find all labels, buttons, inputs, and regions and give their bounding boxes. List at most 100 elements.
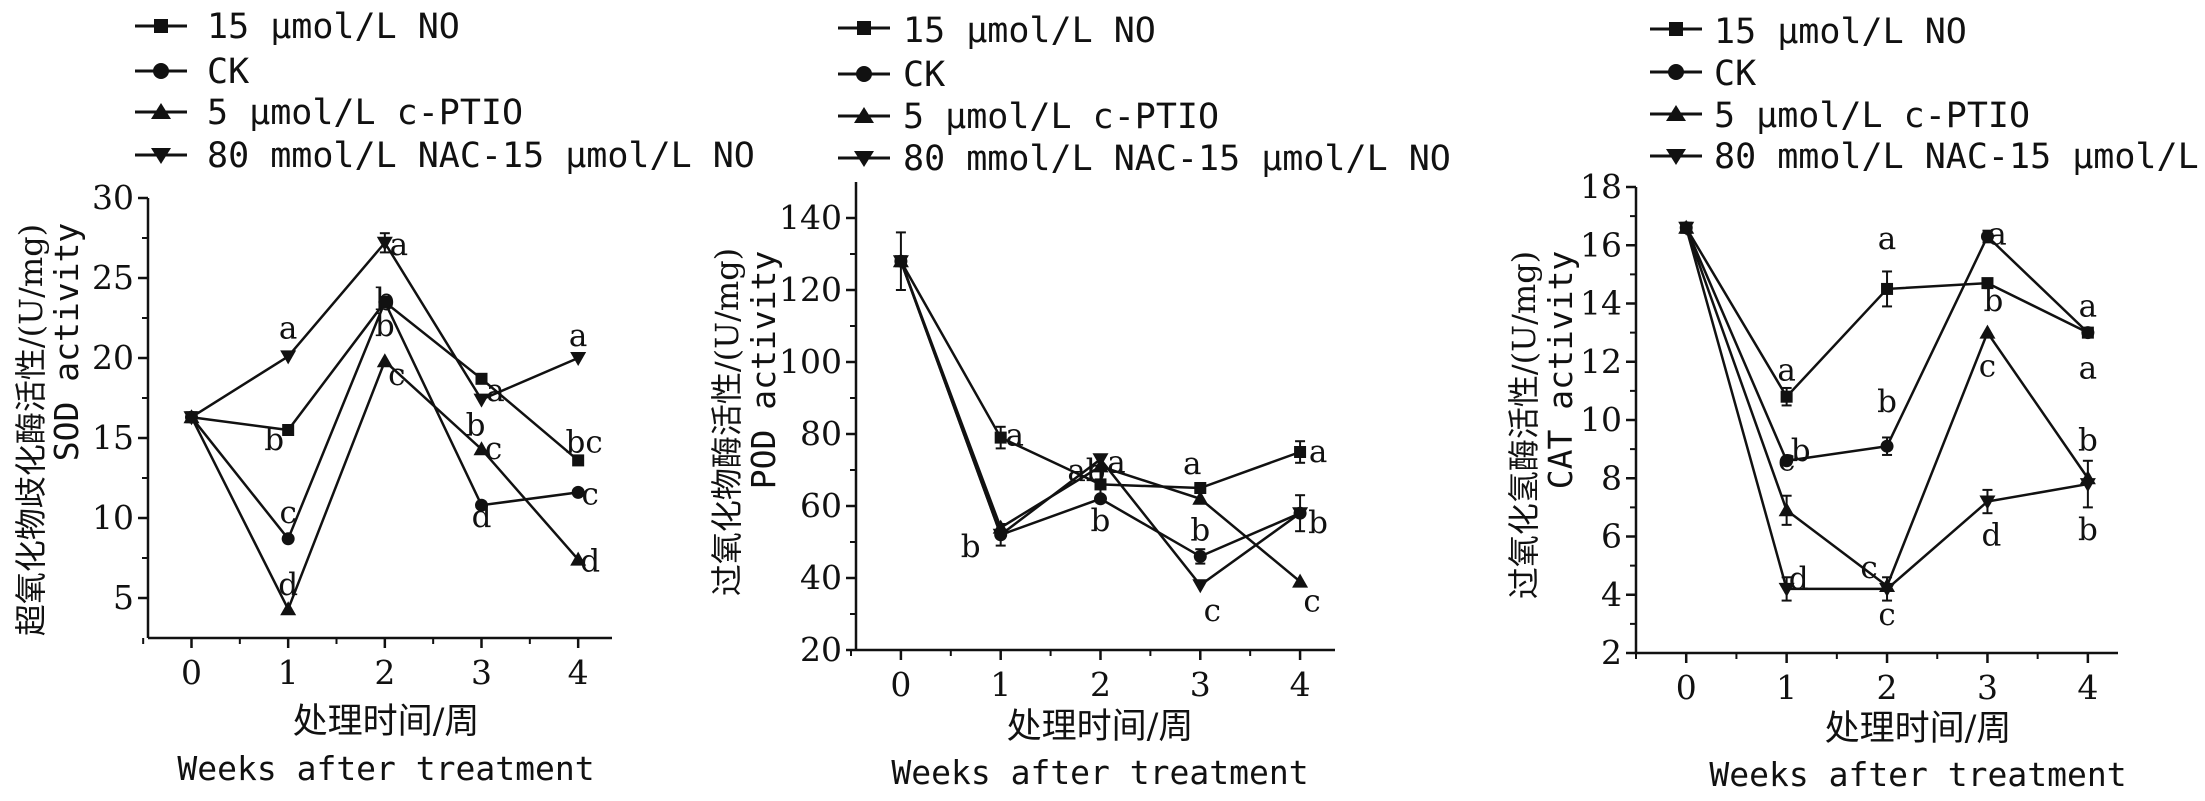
significance-letter: c: [388, 357, 405, 393]
legend-marker-circle: [153, 63, 169, 79]
series-group: bbabccbdcdccdaaba: [183, 227, 603, 616]
data-point-triangle-down: [570, 352, 587, 366]
data-point-triangle-up: [280, 601, 297, 616]
legend-marker-square: [1669, 22, 1683, 36]
sod-chart: 15 μmol/L NO CK 5 μmol/L c-PTIO 80 mmol/…: [12, 7, 755, 788]
pod-chart: 15 μmol/L NO CK 5 μmol/L c-PTIO 80 mmol/…: [708, 11, 1451, 792]
y-tick-label: 10: [92, 498, 134, 537]
significance-letter: a: [279, 310, 297, 346]
legend-label: 80 mmol/L NAC-15 μmol/L NO: [1714, 137, 2205, 177]
significance-letter: ab: [1067, 453, 1105, 489]
data-point-triangle-up: [1192, 490, 1209, 505]
data-point-triangle-up: [376, 353, 393, 368]
y-tick-label: 80: [800, 414, 842, 453]
x-tick-label: 3: [471, 653, 492, 692]
legend-label: 5 μmol/L c-PTIO: [207, 93, 523, 133]
data-point-square: [475, 372, 488, 385]
legend-marker-triangle-up: [854, 107, 874, 123]
data-point-triangle-down: [1678, 221, 1695, 236]
x-axis-label: Weeks after treatment: [177, 749, 594, 788]
legend-marker-square: [857, 21, 871, 35]
y-tick-label: 2: [1601, 633, 1622, 672]
significance-letter: b: [264, 422, 284, 458]
legend-label: 15 μmol/L NO: [207, 7, 460, 47]
x-ticks: 0 1 2 3 4: [850, 650, 1311, 704]
data-point-triangle-up: [1979, 324, 1996, 339]
significance-letter: c: [1979, 349, 1996, 385]
x-axis-label: Weeks after treatment: [891, 753, 1308, 792]
data-point-square: [572, 454, 585, 467]
data-point-triangle-down: [473, 393, 490, 408]
data-point-circle: [475, 498, 488, 512]
y-tick-label: 5: [113, 578, 134, 617]
data-point-circle: [1980, 230, 1994, 244]
x-axis-label: 处理时间/周: [1007, 707, 1194, 747]
chart-legend: 15 μmol/L NO CK 5 μmol/L c-PTIO 80 mmol/…: [838, 11, 1451, 179]
legend-label: 80 mmol/L NAC-15 μmol/L NO: [903, 139, 1451, 179]
data-point-circle: [1193, 549, 1207, 563]
data-point-triangle-down: [280, 350, 297, 365]
significance-letter: a: [1309, 434, 1327, 470]
y-axis-label: 过氧化氢酶活性/(U/mg): [1505, 251, 1543, 599]
x-tick-label: 3: [1977, 668, 1998, 707]
legend-marker-triangle-up: [151, 103, 171, 119]
y-tick-label: 18: [1580, 167, 1622, 206]
significance-letter: c: [485, 431, 502, 467]
y-tick-label: 8: [1601, 458, 1622, 497]
y-ticks: 20 40 60 80 100 120 140: [779, 198, 856, 669]
y-tick-label: 4: [1601, 575, 1622, 614]
significance-letter: b: [1190, 512, 1210, 548]
legend-label: 5 μmol/L c-PTIO: [903, 97, 1219, 137]
data-point-circle: [2081, 326, 2095, 340]
y-ticks: 5 10 15 20 25 30: [92, 178, 148, 617]
x-tick-label: 0: [1676, 668, 1697, 707]
legend-label: 15 μmol/L NO: [1714, 12, 1967, 52]
y-tick-label: 15: [92, 418, 134, 457]
x-tick-label: 3: [1190, 665, 1211, 704]
y-tick-label: 12: [1580, 342, 1622, 381]
significance-letter: b: [466, 408, 486, 444]
legend-label: 5 μmol/L c-PTIO: [1714, 96, 2030, 136]
series-line: [1685, 227, 2089, 463]
x-tick-label: 2: [374, 653, 395, 692]
legend-marker-triangle-down: [1666, 149, 1686, 165]
significance-letter: a: [1183, 446, 1201, 482]
chart-legend: 15 μmol/L NO CK 5 μmol/L c-PTIO 80 mmol/…: [135, 7, 755, 176]
data-point-triangle-down: [376, 236, 393, 251]
data-point-triangle-up: [1778, 502, 1795, 517]
x-ticks: 0 1 2 3 4: [142, 638, 589, 692]
y-tick-label: 100: [779, 342, 842, 381]
significance-letter: b: [375, 308, 395, 344]
y-tick-label: 140: [779, 198, 842, 237]
significance-letter: c: [1860, 550, 1877, 586]
x-axis-label: 处理时间/周: [1825, 709, 2012, 749]
data-point-circle: [1093, 492, 1107, 506]
x-tick-label: 1: [1776, 668, 1797, 707]
legend-label: 15 μmol/L NO: [903, 11, 1156, 51]
y-axis-label: CAT activity: [1541, 251, 1580, 489]
significance-letter: c: [581, 476, 598, 512]
x-tick-label: 4: [1290, 665, 1311, 704]
significance-letter: b: [2078, 512, 2098, 548]
y-axis-label: 超氧化物歧化酶活性/(U/mg): [12, 224, 50, 636]
data-point-triangle-up: [473, 441, 490, 456]
x-tick-label: 1: [990, 665, 1011, 704]
y-axis-label: SOD activity: [47, 223, 86, 461]
data-point-square: [994, 431, 1007, 444]
chart-legend: 15 μmol/L NO CK 5 μmol/L c-PTIO 80 mmol/…: [1650, 12, 2205, 177]
x-tick-label: 4: [2077, 668, 2098, 707]
significance-letter: b: [1877, 384, 1897, 420]
data-point-square: [1780, 390, 1793, 403]
y-tick-label: 120: [779, 270, 842, 309]
significance-letter: c: [1303, 584, 1320, 620]
significance-letter: c: [279, 495, 296, 531]
data-point-square: [1194, 482, 1207, 494]
legend-label: CK: [1714, 54, 1756, 94]
legend-marker-triangle-up: [1666, 105, 1686, 121]
significance-letter: a: [486, 373, 504, 409]
legend-marker-circle: [856, 66, 872, 82]
